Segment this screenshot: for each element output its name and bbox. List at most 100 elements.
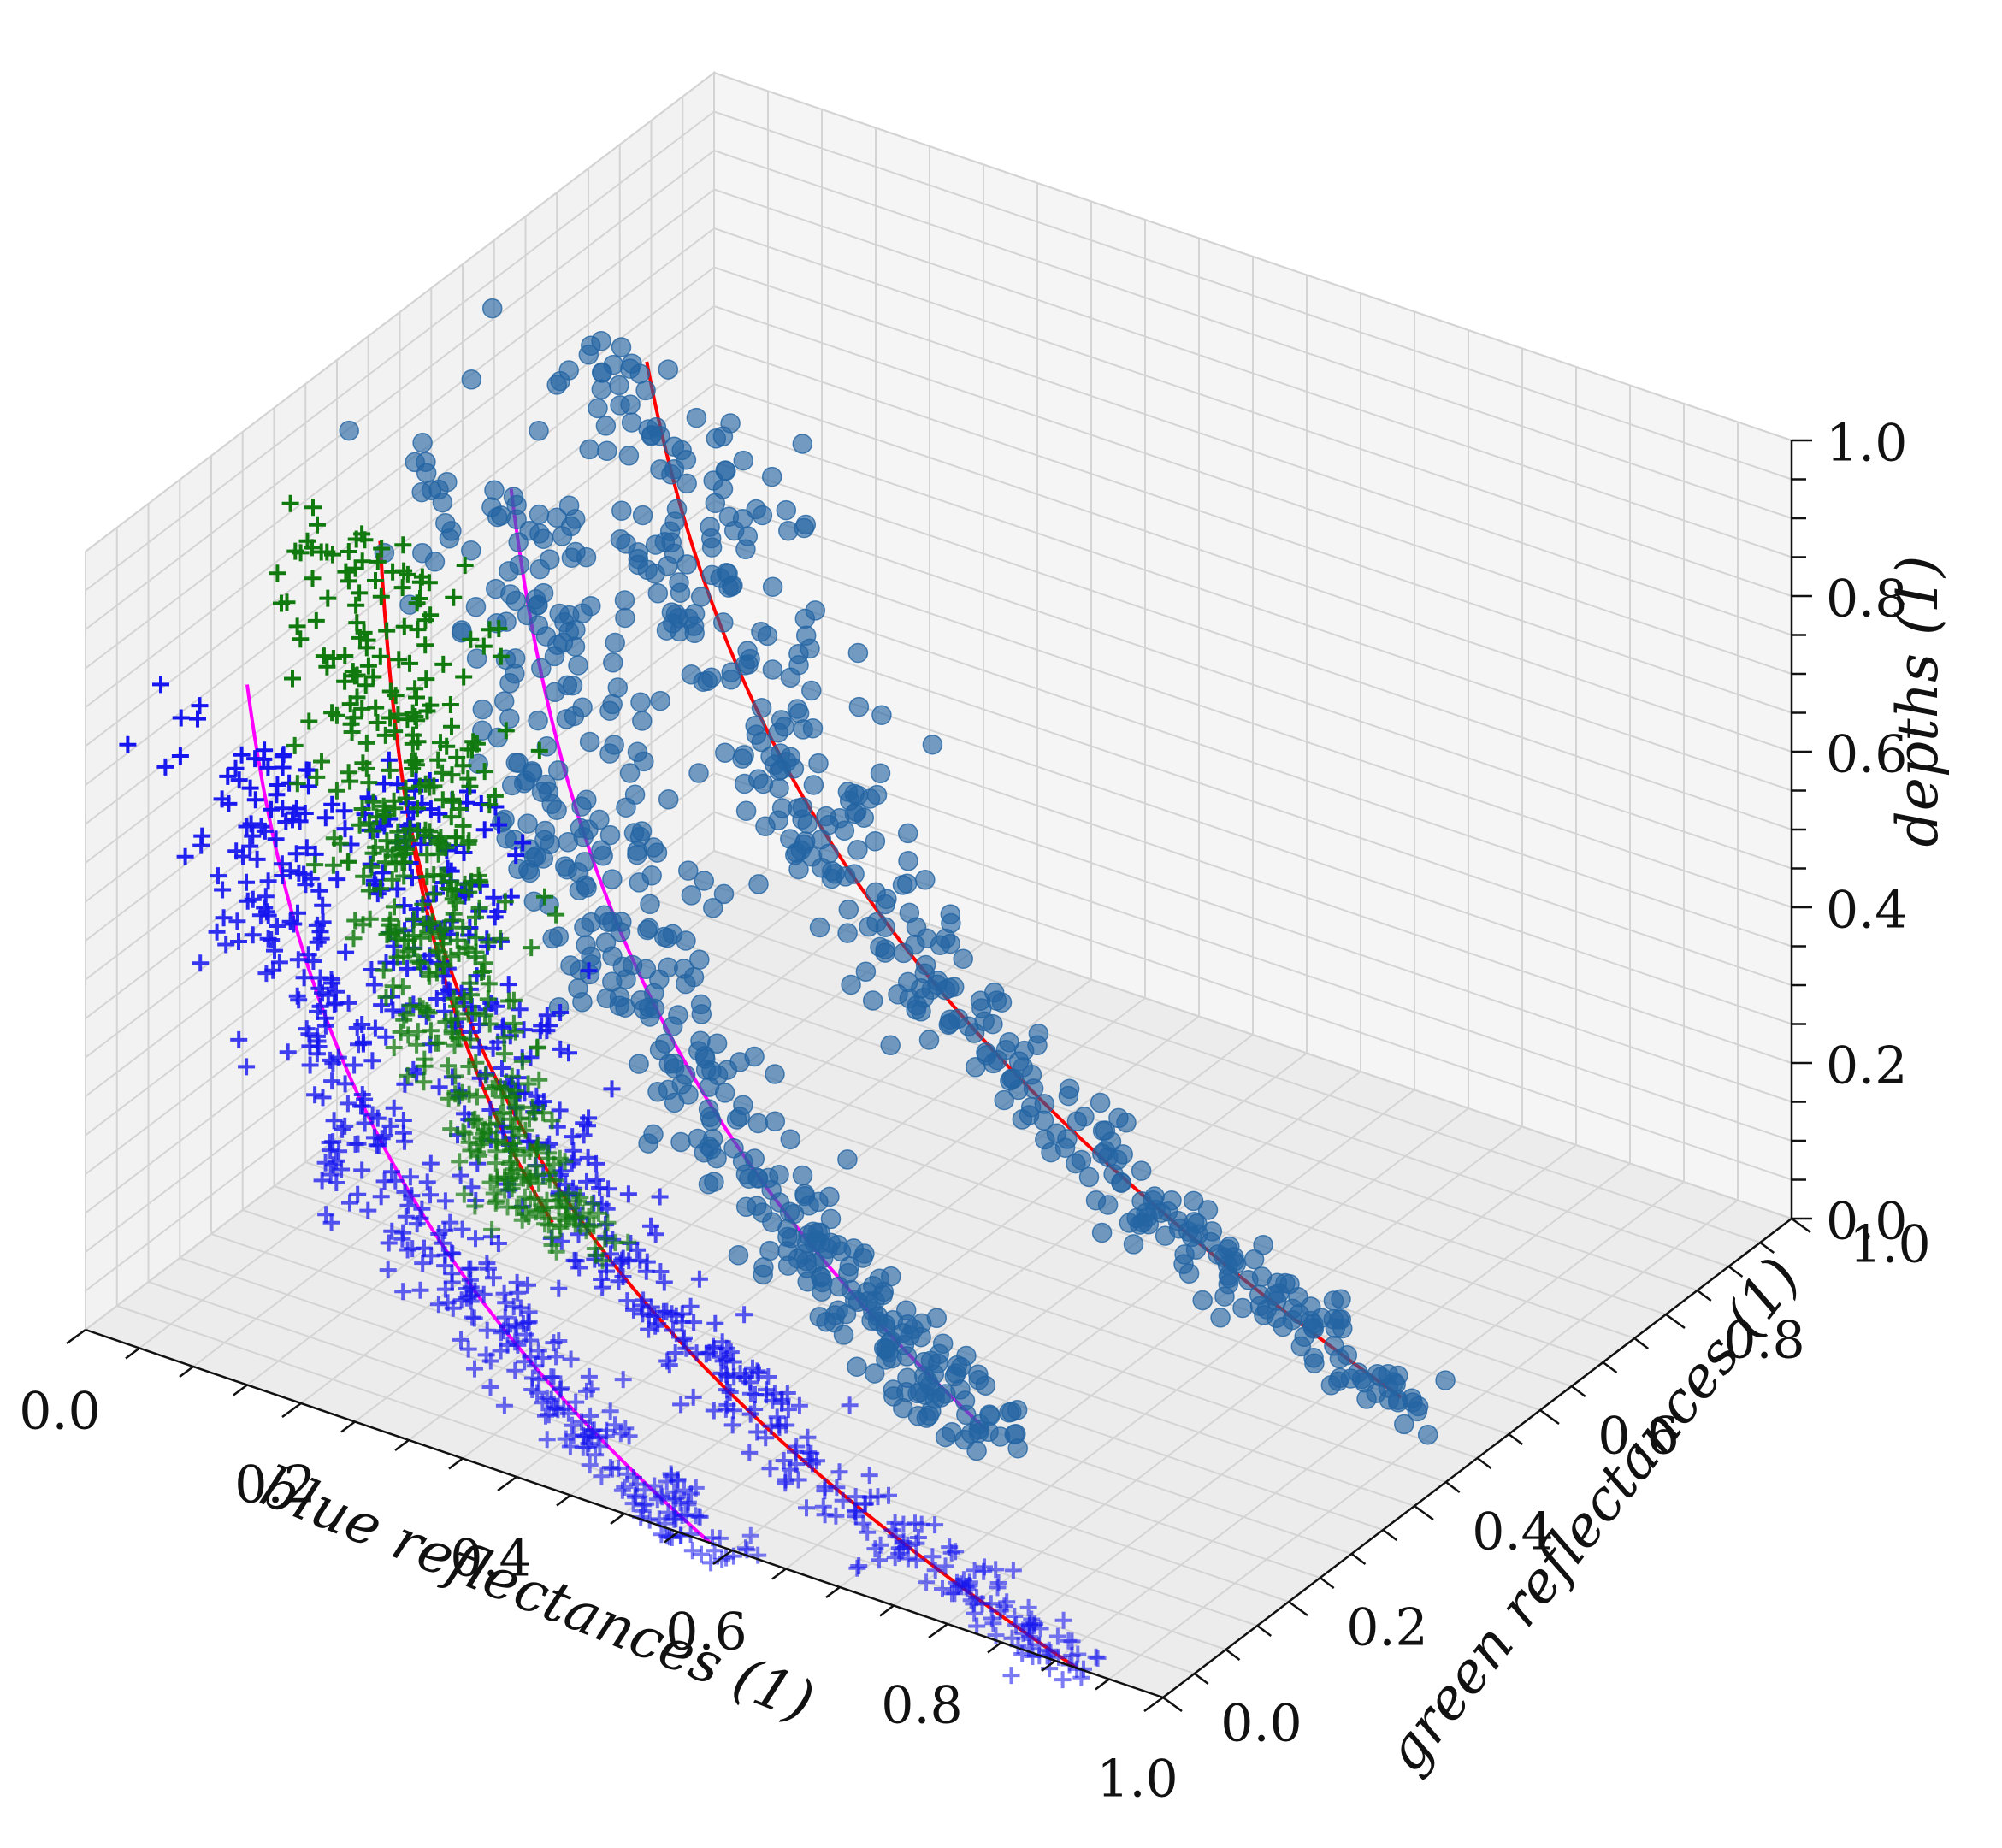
data-point-plus: [499, 1336, 517, 1354]
data-point-plus: [418, 702, 436, 720]
data-point-plus: [416, 1050, 434, 1068]
data-point-dot: [1071, 1149, 1092, 1171]
data-point-plus: [422, 1247, 440, 1265]
grid-line: [651, 898, 1729, 1267]
y-tick: [1602, 1361, 1618, 1373]
data-point-dot: [896, 873, 918, 894]
z-tick-label: 1.0: [1826, 414, 1907, 474]
data-point-plus: [437, 839, 455, 857]
data-point-plus: [422, 1154, 440, 1172]
tick-labels: 0.00.20.40.60.81.00.00.20.40.60.81.00.00…: [19, 414, 1930, 1810]
data-point-dot: [833, 1325, 854, 1345]
data-point-dot: [703, 898, 723, 918]
data-point-dot: [778, 520, 799, 541]
data-point-plus: [386, 723, 404, 741]
data-point-dot: [746, 724, 767, 745]
x-tick: [179, 1366, 194, 1378]
data-point-plus: [570, 1225, 588, 1243]
data-point-dot: [650, 690, 670, 711]
data-point-dot: [1143, 1190, 1163, 1211]
data-point-plus: [309, 933, 327, 951]
data-point-plus: [403, 753, 421, 770]
data-point-dot: [588, 398, 608, 419]
data-point-dot: [673, 959, 694, 979]
data-point-plus: [376, 726, 394, 744]
data-point-dot: [944, 1366, 966, 1387]
data-point-dot: [698, 1099, 719, 1119]
data-point-dot: [571, 796, 592, 817]
data-point-plus: [455, 1185, 473, 1203]
data-point-plus: [297, 876, 315, 894]
y-tick: [1665, 1313, 1686, 1330]
data-point-plus: [377, 1028, 395, 1046]
data-point-plus: [252, 818, 270, 835]
data-point-plus: [357, 734, 375, 752]
y-tick-label: 0.6: [1597, 1407, 1679, 1467]
x-tick: [125, 1347, 140, 1360]
data-point-plus: [887, 1527, 905, 1545]
data-point-plus: [799, 1428, 817, 1446]
data-point-plus: [507, 847, 525, 865]
data-point-dot: [918, 1405, 940, 1426]
data-point-dot: [690, 994, 712, 1015]
data-point-dot: [591, 840, 611, 860]
x-tick-label: 0.0: [19, 1382, 100, 1442]
data-point-plus: [625, 1469, 642, 1486]
data-point-plus: [676, 1481, 693, 1499]
data-point-plus: [286, 736, 304, 754]
data-point-plus: [396, 1183, 414, 1201]
data-point-plus: [381, 1117, 399, 1135]
data-point-plus: [1048, 1627, 1066, 1645]
data-point-dot: [751, 698, 772, 718]
data-point-dot: [604, 735, 624, 755]
data-point-dot: [774, 717, 794, 737]
data-point-dot: [896, 1381, 917, 1402]
data-point-plus: [718, 1366, 735, 1384]
data-point-dot: [641, 865, 662, 886]
data-point-plus: [353, 700, 371, 717]
data-point-plus: [399, 1196, 417, 1214]
data-point-dot: [531, 658, 552, 679]
data-point-dot: [508, 532, 529, 552]
data-point-plus: [442, 872, 460, 890]
data-point-plus: [295, 865, 313, 883]
data-point-plus: [286, 542, 304, 560]
data-point-dot: [1332, 1318, 1353, 1339]
data-point-plus: [672, 1396, 690, 1414]
data-point-dot: [503, 487, 524, 507]
data-point-plus: [319, 589, 337, 607]
data-point-plus: [399, 818, 417, 835]
data-point-dot: [557, 859, 577, 880]
data-point-plus: [374, 864, 392, 882]
data-point-plus: [359, 1201, 377, 1219]
data-point-dot: [940, 1009, 960, 1030]
data-point-plus: [396, 1132, 413, 1150]
data-point-plus: [395, 617, 413, 635]
data-point-plus: [459, 1340, 477, 1358]
data-point-plus: [464, 1308, 481, 1326]
data-point-dot: [605, 632, 625, 653]
data-point-dot: [658, 789, 679, 810]
data-point-plus: [360, 882, 378, 900]
data-point-plus: [412, 929, 430, 947]
data-point-dot: [611, 337, 632, 357]
data-point-plus: [385, 1039, 403, 1056]
data-point-dot: [839, 1255, 860, 1277]
x-tick: [66, 1328, 86, 1345]
data-point-dot: [747, 1113, 769, 1134]
data-point-plus: [462, 630, 480, 648]
data-point-plus: [540, 1171, 558, 1189]
data-point-dot: [801, 680, 822, 701]
data-point-plus: [324, 650, 342, 667]
data-point-plus: [299, 946, 317, 964]
data-point-plus: [363, 858, 381, 876]
data-point-dot: [898, 851, 918, 871]
data-point-plus: [189, 710, 206, 728]
data-point-plus: [392, 1023, 410, 1041]
data-point-dot: [911, 1326, 931, 1348]
x-tick: [394, 1439, 410, 1451]
data-point-plus: [312, 930, 330, 948]
data-point-plus: [871, 1536, 889, 1554]
data-point-plus: [451, 1153, 469, 1171]
data-point-plus: [685, 1314, 703, 1331]
